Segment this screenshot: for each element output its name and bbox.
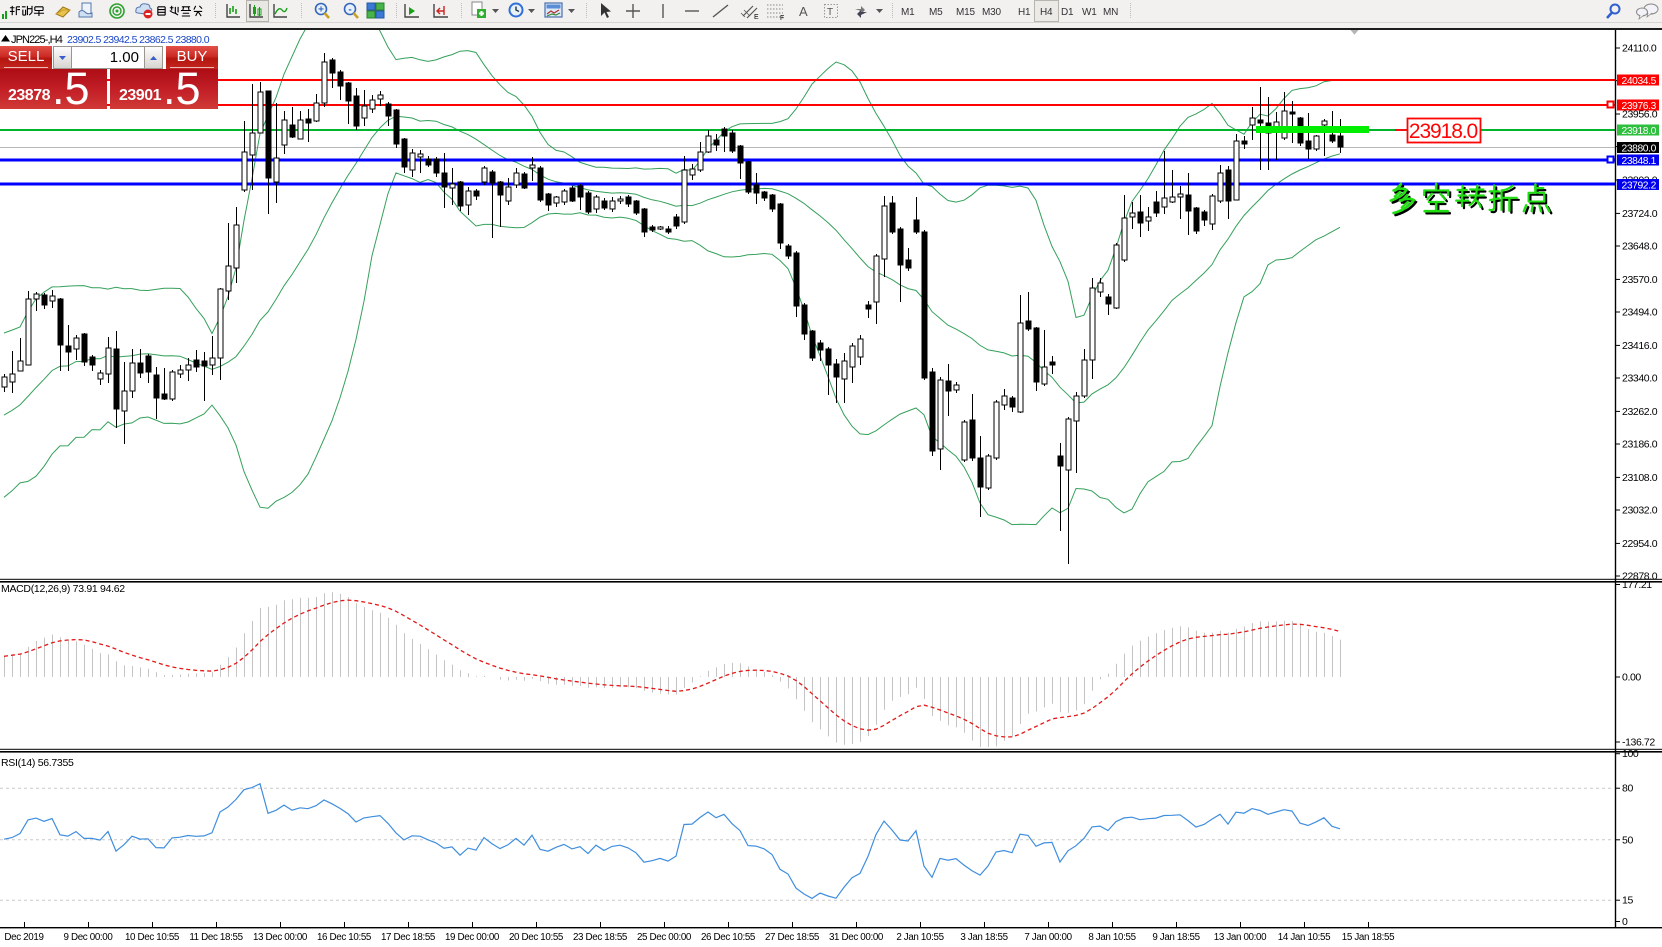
svg-text:E: E <box>754 14 759 21</box>
svg-text:A: A <box>799 4 808 19</box>
svg-text:23792.2: 23792.2 <box>1622 180 1657 191</box>
svg-text:23848.1: 23848.1 <box>1622 156 1657 167</box>
svg-text:Dec 2019: Dec 2019 <box>4 932 43 943</box>
svg-text:M1: M1 <box>901 7 915 18</box>
svg-text:50: 50 <box>1622 834 1633 846</box>
svg-text:177.21: 177.21 <box>1622 579 1652 591</box>
svg-text:15 Jan 18:55: 15 Jan 18:55 <box>1342 932 1395 943</box>
svg-text:23108.0: 23108.0 <box>1622 472 1658 484</box>
svg-text:M30: M30 <box>982 7 1001 18</box>
svg-text:F: F <box>780 15 784 22</box>
svg-text:23880.0: 23880.0 <box>1622 143 1657 154</box>
svg-text:2 Jan 10:55: 2 Jan 10:55 <box>896 932 944 943</box>
svg-text:-136.72: -136.72 <box>1622 737 1655 749</box>
svg-text:80: 80 <box>1622 783 1633 795</box>
svg-text:24034.5: 24034.5 <box>1622 76 1657 87</box>
svg-text:20 Dec 10:55: 20 Dec 10:55 <box>509 932 564 943</box>
svg-text:9 Jan 18:55: 9 Jan 18:55 <box>1152 932 1200 943</box>
svg-text:23902.5 23942.5 23862.5 23880.: 23902.5 23942.5 23862.5 23880.0 <box>67 34 210 46</box>
svg-text:23340.0: 23340.0 <box>1622 373 1658 385</box>
svg-text:H4: H4 <box>1040 7 1053 18</box>
svg-text:23186.0: 23186.0 <box>1622 439 1658 451</box>
svg-text:23918.0: 23918.0 <box>1409 120 1478 143</box>
svg-text:+: + <box>318 5 324 16</box>
svg-text:JPN225-,H4: JPN225-,H4 <box>11 34 63 46</box>
svg-text:23262.0: 23262.0 <box>1622 406 1658 418</box>
svg-text:MN: MN <box>1103 7 1118 18</box>
svg-text:23918.0: 23918.0 <box>1622 126 1657 137</box>
svg-text:T: T <box>827 7 833 18</box>
svg-text:MACD(12,26,9) 73.91 94.62: MACD(12,26,9) 73.91 94.62 <box>1 583 125 595</box>
svg-text:23416.0: 23416.0 <box>1622 340 1658 352</box>
svg-text:13 Dec 00:00: 13 Dec 00:00 <box>253 932 308 943</box>
svg-text:23976.3: 23976.3 <box>1622 101 1657 112</box>
svg-text:22878.0: 22878.0 <box>1622 571 1658 583</box>
svg-text:19 Dec 00:00: 19 Dec 00:00 <box>445 932 500 943</box>
svg-text:9 Dec 00:00: 9 Dec 00:00 <box>64 932 114 943</box>
svg-text:23570.0: 23570.0 <box>1622 274 1658 286</box>
svg-text:22954.0: 22954.0 <box>1622 538 1658 550</box>
svg-text:31 Dec 00:00: 31 Dec 00:00 <box>829 932 884 943</box>
svg-text:W1: W1 <box>1082 7 1097 18</box>
svg-text:M15: M15 <box>956 7 975 18</box>
svg-text:H1: H1 <box>1018 7 1031 18</box>
svg-text:23494.0: 23494.0 <box>1622 307 1658 319</box>
svg-text:23 Dec 18:55: 23 Dec 18:55 <box>573 932 628 943</box>
svg-text:8 Jan 10:55: 8 Jan 10:55 <box>1088 932 1136 943</box>
svg-text:-: - <box>348 5 351 16</box>
svg-text:23648.0: 23648.0 <box>1622 241 1658 253</box>
svg-text:D1: D1 <box>1061 7 1074 18</box>
svg-text:11 Dec 18:55: 11 Dec 18:55 <box>189 932 243 943</box>
svg-text:23956.0: 23956.0 <box>1622 109 1658 121</box>
svg-text:0: 0 <box>1622 916 1628 928</box>
svg-text:24110.0: 24110.0 <box>1622 43 1657 55</box>
svg-text:7 Jan 00:00: 7 Jan 00:00 <box>1024 932 1072 943</box>
svg-text:0.00: 0.00 <box>1622 672 1641 684</box>
svg-text:17 Dec 18:55: 17 Dec 18:55 <box>381 932 436 943</box>
svg-text:RSI(14) 56.7355: RSI(14) 56.7355 <box>1 757 74 769</box>
svg-text:13 Jan 00:00: 13 Jan 00:00 <box>1214 932 1267 943</box>
svg-text:23724.0: 23724.0 <box>1622 208 1658 220</box>
svg-text:14 Jan 10:55: 14 Jan 10:55 <box>1278 932 1331 943</box>
svg-text:16 Dec 10:55: 16 Dec 10:55 <box>317 932 372 943</box>
svg-text:10 Dec 10:55: 10 Dec 10:55 <box>125 932 180 943</box>
svg-text:27 Dec 18:55: 27 Dec 18:55 <box>765 932 820 943</box>
svg-text:100: 100 <box>1622 748 1639 760</box>
svg-text:15: 15 <box>1622 895 1633 907</box>
svg-text:3 Jan 18:55: 3 Jan 18:55 <box>960 932 1008 943</box>
svg-text:25 Dec 00:00: 25 Dec 00:00 <box>637 932 692 943</box>
svg-text:M5: M5 <box>929 7 943 18</box>
svg-text:23032.0: 23032.0 <box>1622 505 1658 517</box>
svg-text:26 Dec 10:55: 26 Dec 10:55 <box>701 932 756 943</box>
